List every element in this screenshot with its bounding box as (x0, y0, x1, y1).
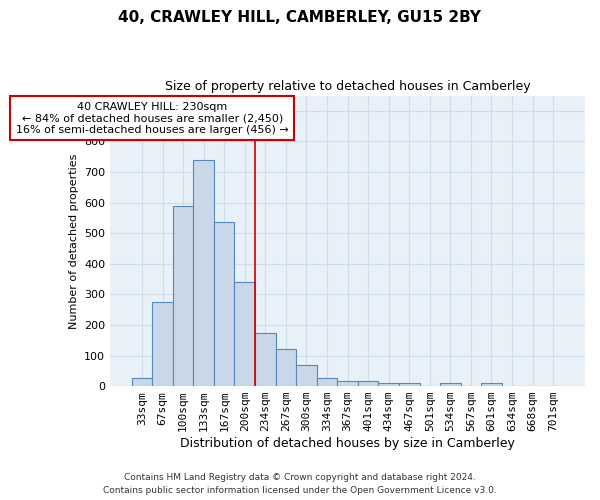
Bar (440, 383, 461, 386)
Y-axis label: Number of detached properties: Number of detached properties (68, 153, 79, 328)
Bar (379, 383, 399, 386)
Bar (275, 350, 296, 386)
X-axis label: Distribution of detached houses by size in Camberley: Distribution of detached houses by size … (180, 437, 515, 450)
Bar (131, 378, 152, 386)
Bar (235, 282, 255, 386)
Bar (255, 332, 275, 386)
Bar (399, 383, 419, 386)
Title: Size of property relative to detached houses in Camberley: Size of property relative to detached ho… (165, 80, 530, 93)
Bar (358, 382, 379, 386)
Bar (193, 160, 214, 386)
Bar (337, 382, 358, 386)
Text: 40, CRAWLEY HILL, CAMBERLEY, GU15 2BY: 40, CRAWLEY HILL, CAMBERLEY, GU15 2BY (119, 10, 482, 25)
Text: 40 CRAWLEY HILL: 230sqm
← 84% of detached houses are smaller (2,450)
16% of semi: 40 CRAWLEY HILL: 230sqm ← 84% of detache… (16, 102, 289, 135)
Bar (296, 364, 317, 386)
Bar (317, 378, 337, 386)
Bar (481, 383, 502, 386)
Bar (214, 222, 235, 386)
Bar (173, 206, 193, 386)
Text: Contains HM Land Registry data © Crown copyright and database right 2024.
Contai: Contains HM Land Registry data © Crown c… (103, 474, 497, 495)
Bar (152, 302, 173, 386)
